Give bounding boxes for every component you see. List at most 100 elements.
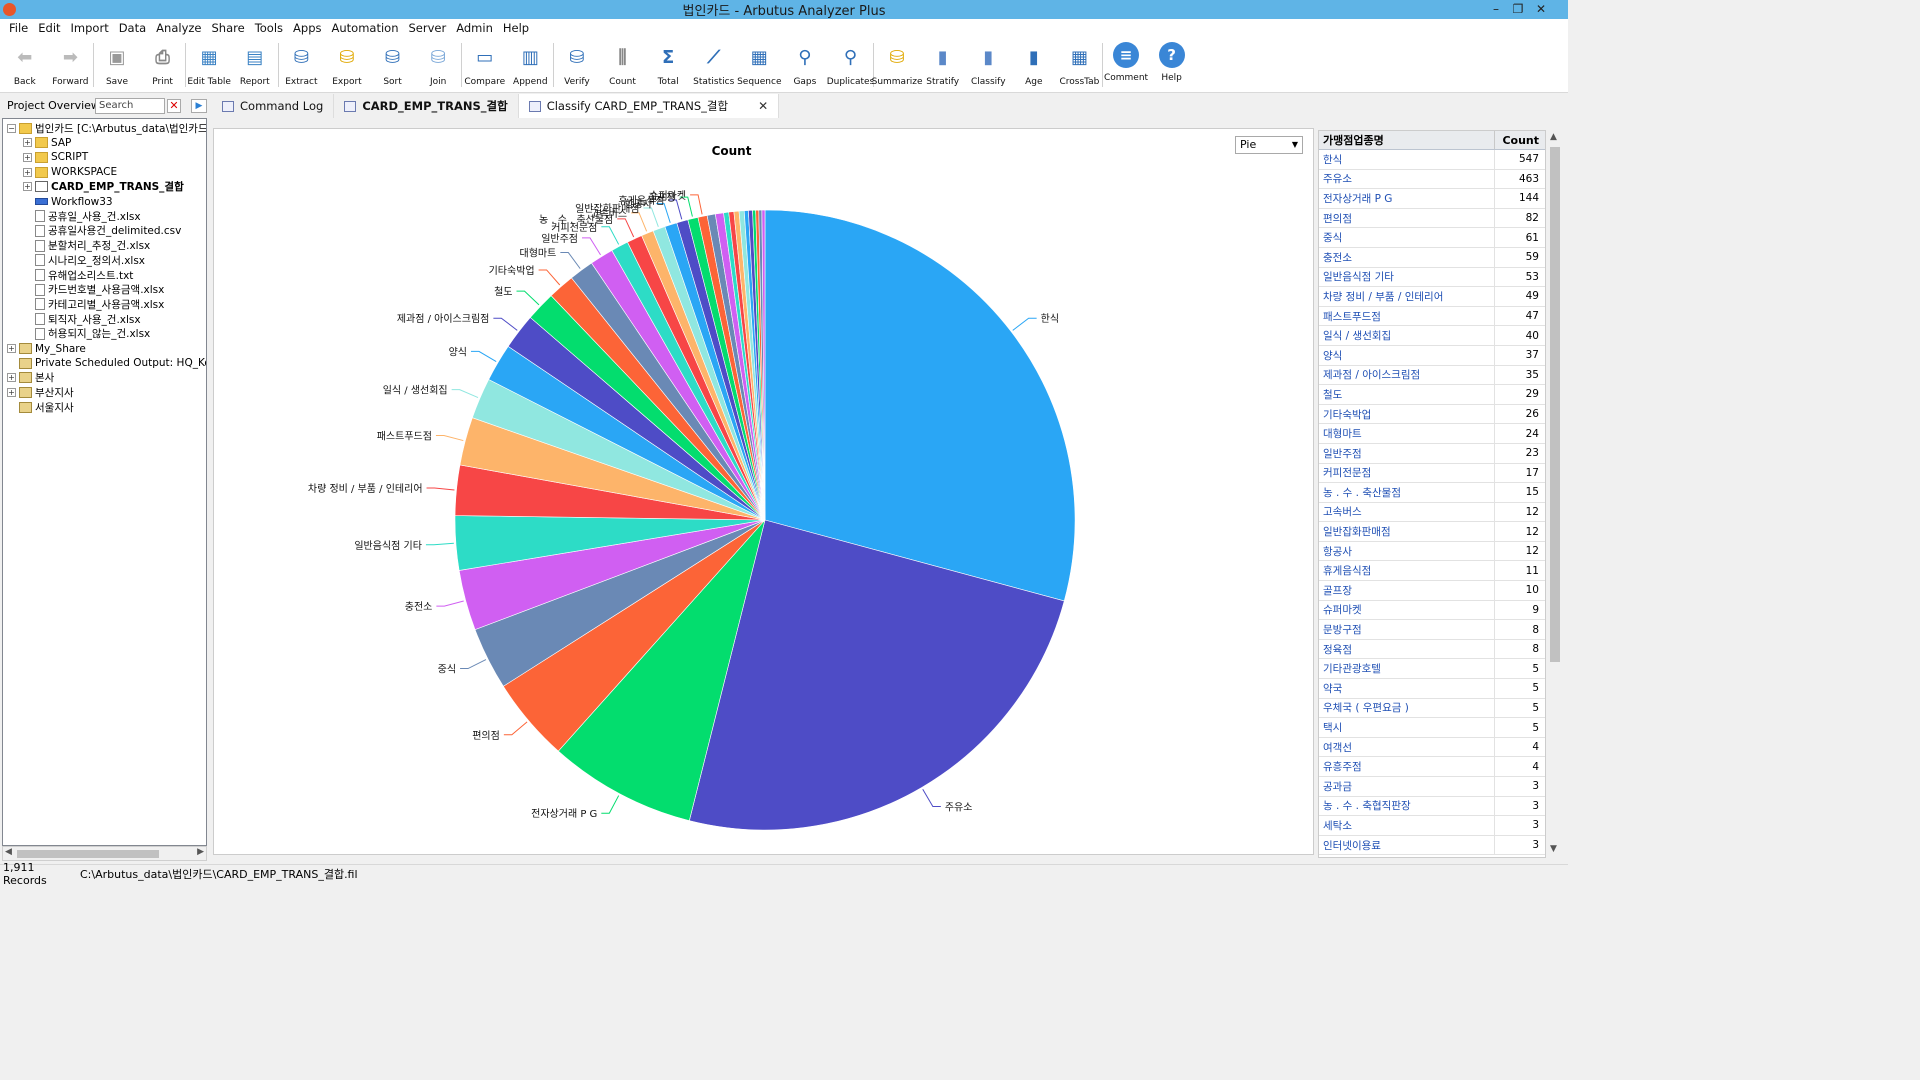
table-row[interactable]: 기타관광호텔 5 [1319, 659, 1545, 680]
append-button[interactable]: ▥ Append [508, 37, 554, 93]
table-row[interactable]: 골프장 10 [1319, 581, 1545, 601]
category-cell[interactable]: 일반주점 [1319, 443, 1495, 463]
tree-item[interactable]: + CARD_EMP_TRANS_결합 [23, 180, 184, 194]
tree-item[interactable]: Workflow33 [23, 195, 113, 209]
category-cell[interactable]: 중식 [1319, 228, 1495, 247]
table-row[interactable]: 편의점 82 [1319, 208, 1545, 229]
tree-item[interactable]: − 법인카드 [C:\Arbutus_data\법인카드\법 [7, 121, 206, 135]
pie-slice[interactable] [764, 209, 1076, 602]
category-cell[interactable]: 커피전문점 [1319, 463, 1495, 483]
table-row[interactable]: 유흥주점 4 [1319, 757, 1545, 777]
category-cell[interactable]: 차량 정비 / 부품 / 인테리어 [1319, 287, 1495, 306]
menu-import[interactable]: Import [70, 21, 109, 35]
table-row[interactable]: 공과금 3 [1319, 777, 1545, 797]
help-button[interactable]: ? Help [1149, 37, 1195, 93]
close-window-button[interactable]: ✕ [1535, 2, 1547, 16]
comment-button[interactable]: ≡ Comment [1103, 37, 1149, 93]
summarize-button[interactable]: ⛁ Summarize [872, 37, 923, 93]
category-cell[interactable]: 기타숙박업 [1319, 404, 1495, 424]
tab-0[interactable]: Command Log [212, 94, 335, 118]
expand-icon[interactable]: + [23, 167, 32, 177]
category-cell[interactable]: 문방구점 [1319, 620, 1495, 639]
table-row[interactable]: 양식 37 [1319, 345, 1545, 366]
table-row[interactable]: 일반잡화판매점 12 [1319, 522, 1545, 542]
table-row[interactable]: 중식 61 [1319, 228, 1545, 248]
category-cell[interactable]: 일식 / 생선회집 [1319, 326, 1495, 345]
menu-help[interactable]: Help [502, 21, 530, 35]
app-icon[interactable] [3, 3, 16, 16]
tree-horizontal-scrollbar[interactable]: ◀ ▶ [2, 846, 207, 861]
forward-button[interactable]: ➡ Forward [48, 37, 94, 93]
gaps-button[interactable]: ⚲ Gaps [782, 37, 828, 93]
classify-button[interactable]: ▮ Classify [965, 37, 1011, 93]
table-row[interactable]: 차량 정비 / 부품 / 인테리어 49 [1319, 287, 1545, 307]
tab-1[interactable]: CARD_EMP_TRANS_결합 [334, 94, 519, 118]
scroll-down-icon[interactable]: ▼ [1550, 844, 1557, 854]
expand-icon[interactable]: + [7, 388, 16, 398]
menu-analyze[interactable]: Analyze [156, 21, 202, 35]
table-row[interactable]: 택시 5 [1319, 718, 1545, 738]
table-row[interactable]: 고속버스 12 [1319, 502, 1545, 523]
category-cell[interactable]: 항공사 [1319, 541, 1495, 561]
category-cell[interactable]: 약국 [1319, 679, 1495, 698]
search-go-icon[interactable]: ▶ [191, 99, 207, 113]
tree-item[interactable]: 유해업소리스트.txt [23, 268, 133, 282]
menu-share[interactable]: Share [211, 21, 245, 35]
category-cell[interactable]: 고속버스 [1319, 502, 1495, 522]
category-cell[interactable]: 우체국 ( 우편요금 ) [1319, 698, 1495, 718]
category-cell[interactable]: 주유소 [1319, 169, 1495, 189]
table-scroll-thumb[interactable] [1550, 147, 1560, 662]
category-cell[interactable]: 한식 [1319, 150, 1495, 169]
category-cell[interactable]: 휴게음식점 [1319, 561, 1495, 581]
table-row[interactable]: 약국 5 [1319, 679, 1545, 699]
table-row[interactable]: 농 . 수 . 축산물점 15 [1319, 483, 1545, 503]
pie-slice[interactable] [761, 209, 766, 521]
tree-item[interactable]: + SAP [23, 136, 71, 150]
menu-data[interactable]: Data [118, 21, 147, 35]
table-row[interactable]: 문방구점 8 [1319, 620, 1545, 640]
table-row[interactable]: 패스트푸드점 47 [1319, 306, 1545, 327]
table-row[interactable]: 일식 / 생선회집 40 [1319, 326, 1545, 346]
table-row[interactable]: 슈퍼마켓 9 [1319, 600, 1545, 621]
chart-type-select[interactable]: Pie ▼ [1235, 136, 1303, 154]
clear-search-icon[interactable]: ✕ [167, 99, 181, 113]
category-cell[interactable]: 인터넷이용료 [1319, 835, 1495, 855]
category-cell[interactable]: 양식 [1319, 345, 1495, 365]
statistics-button[interactable]: ⟋ Statistics [691, 37, 737, 93]
expand-icon[interactable]: + [7, 373, 16, 383]
extract-button[interactable]: ⛁ Extract [279, 37, 325, 93]
tree-item[interactable]: 분할처리_추정_건.xlsx [23, 239, 150, 253]
category-cell[interactable]: 슈퍼마켓 [1319, 600, 1495, 620]
table-row[interactable]: 커피전문점 17 [1319, 463, 1545, 484]
table-row[interactable]: 주유소 463 [1319, 169, 1545, 190]
tree-item[interactable]: 공휴일_사용_건.xlsx [23, 209, 141, 223]
category-cell[interactable]: 일반잡화판매점 [1319, 522, 1495, 541]
table-row[interactable]: 충전소 59 [1319, 247, 1545, 268]
count-button[interactable]: ⫼ Count [600, 37, 646, 93]
expand-icon[interactable]: + [7, 344, 16, 353]
menu-apps[interactable]: Apps [293, 21, 322, 35]
table-row[interactable]: 일반음식점 기타 53 [1319, 267, 1545, 288]
category-cell[interactable]: 패스트푸드점 [1319, 306, 1495, 326]
scroll-up-icon[interactable]: ▲ [1550, 132, 1557, 142]
project-search-input[interactable]: Search [95, 98, 165, 114]
export-button[interactable]: ⛁ Export [324, 37, 370, 93]
expand-icon[interactable]: + [23, 152, 32, 162]
category-cell[interactable]: 공과금 [1319, 777, 1495, 796]
expand-icon[interactable]: + [23, 138, 32, 148]
print-button[interactable]: ⎙ Print [140, 37, 186, 93]
category-cell[interactable]: 대형마트 [1319, 424, 1495, 443]
verify-button[interactable]: ⛁ Verify [554, 37, 600, 93]
tree-item[interactable]: 시나리오_정의서.xlsx [23, 253, 145, 267]
header-count[interactable]: Count [1502, 133, 1539, 147]
tree-scroll-thumb[interactable] [17, 850, 159, 858]
tree-item[interactable]: 서울지사 [7, 400, 74, 414]
table-row[interactable]: 전자상거래 P G 144 [1319, 189, 1545, 209]
table-row[interactable]: 우체국 ( 우편요금 ) 5 [1319, 698, 1545, 719]
expand-icon[interactable]: + [23, 182, 32, 192]
tree-item[interactable]: Private Scheduled Output: HQ_Korea [7, 356, 206, 370]
table-vertical-scrollbar[interactable]: ▲ ▼ [1547, 130, 1563, 858]
menu-file[interactable]: File [9, 21, 29, 35]
category-cell[interactable]: 정육점 [1319, 639, 1495, 659]
category-cell[interactable]: 전자상거래 P G [1319, 189, 1495, 208]
